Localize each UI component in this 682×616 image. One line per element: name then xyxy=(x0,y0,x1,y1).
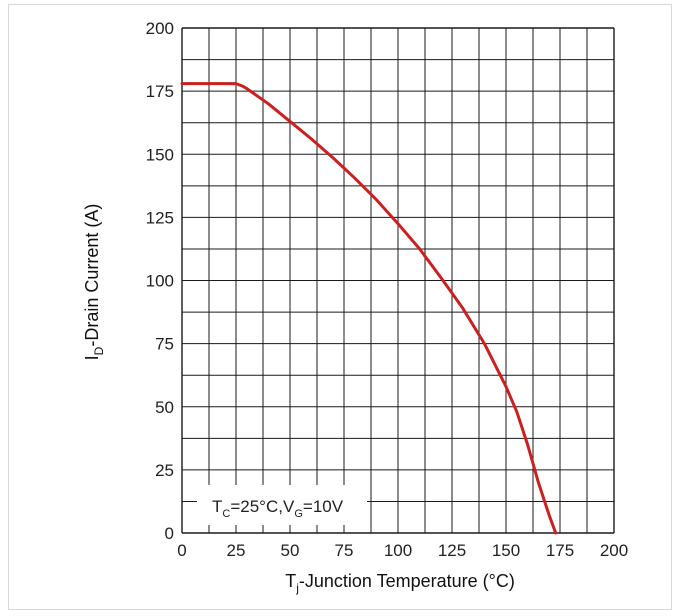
x-axis-title: Tj-Junction Temperature (°C) xyxy=(285,571,515,595)
x-tick-label: 0 xyxy=(177,541,186,560)
legend-v-val: =10V xyxy=(303,497,344,516)
y-tick-label: 175 xyxy=(146,82,174,101)
x-axis-title-sub: j xyxy=(295,581,299,595)
legend: TC=25°C,VG=10V xyxy=(197,485,367,525)
y-tick-labels: 0 25 50 75 100 125 150 175 200 xyxy=(146,19,174,543)
y-axis-title: ID-Drain Current (A) xyxy=(82,204,106,361)
legend-t-val: =25°C,V xyxy=(230,497,295,516)
y-tick-label: 0 xyxy=(165,524,174,543)
y-axis-title-main: I xyxy=(82,355,102,360)
y-tick-label: 100 xyxy=(146,272,174,291)
y-tick-label: 150 xyxy=(146,145,174,164)
y-axis-title-rest: -Drain Current (A) xyxy=(82,204,102,347)
x-tick-label: 50 xyxy=(281,541,300,560)
y-tick-label: 50 xyxy=(155,398,174,417)
y-tick-label: 125 xyxy=(146,208,174,227)
x-axis-title-main: T xyxy=(285,571,296,591)
y-axis-title-sub: D xyxy=(92,346,106,355)
legend-t: T xyxy=(212,497,222,516)
y-tick-label: 25 xyxy=(155,461,174,480)
legend-t-sub: C xyxy=(222,508,230,520)
grid xyxy=(181,27,615,534)
x-tick-label: 200 xyxy=(600,541,628,560)
legend-v-sub: G xyxy=(294,508,303,520)
x-tick-label: 25 xyxy=(227,541,246,560)
x-tick-label: 150 xyxy=(492,541,520,560)
drain-current-curve xyxy=(180,82,558,535)
x-tick-labels: 0 25 50 75 100 125 150 175 200 xyxy=(177,541,628,560)
y-tick-label: 200 xyxy=(146,19,174,38)
legend-text: TC=25°C,VG=10V xyxy=(212,497,344,520)
x-tick-label: 75 xyxy=(335,541,354,560)
x-axis-title-rest: -Junction Temperature (°C) xyxy=(299,571,515,591)
x-tick-label: 125 xyxy=(438,541,466,560)
legend-background xyxy=(197,485,367,525)
y-tick-label: 75 xyxy=(155,335,174,354)
x-tick-label: 175 xyxy=(546,541,574,560)
x-tick-label: 100 xyxy=(384,541,412,560)
